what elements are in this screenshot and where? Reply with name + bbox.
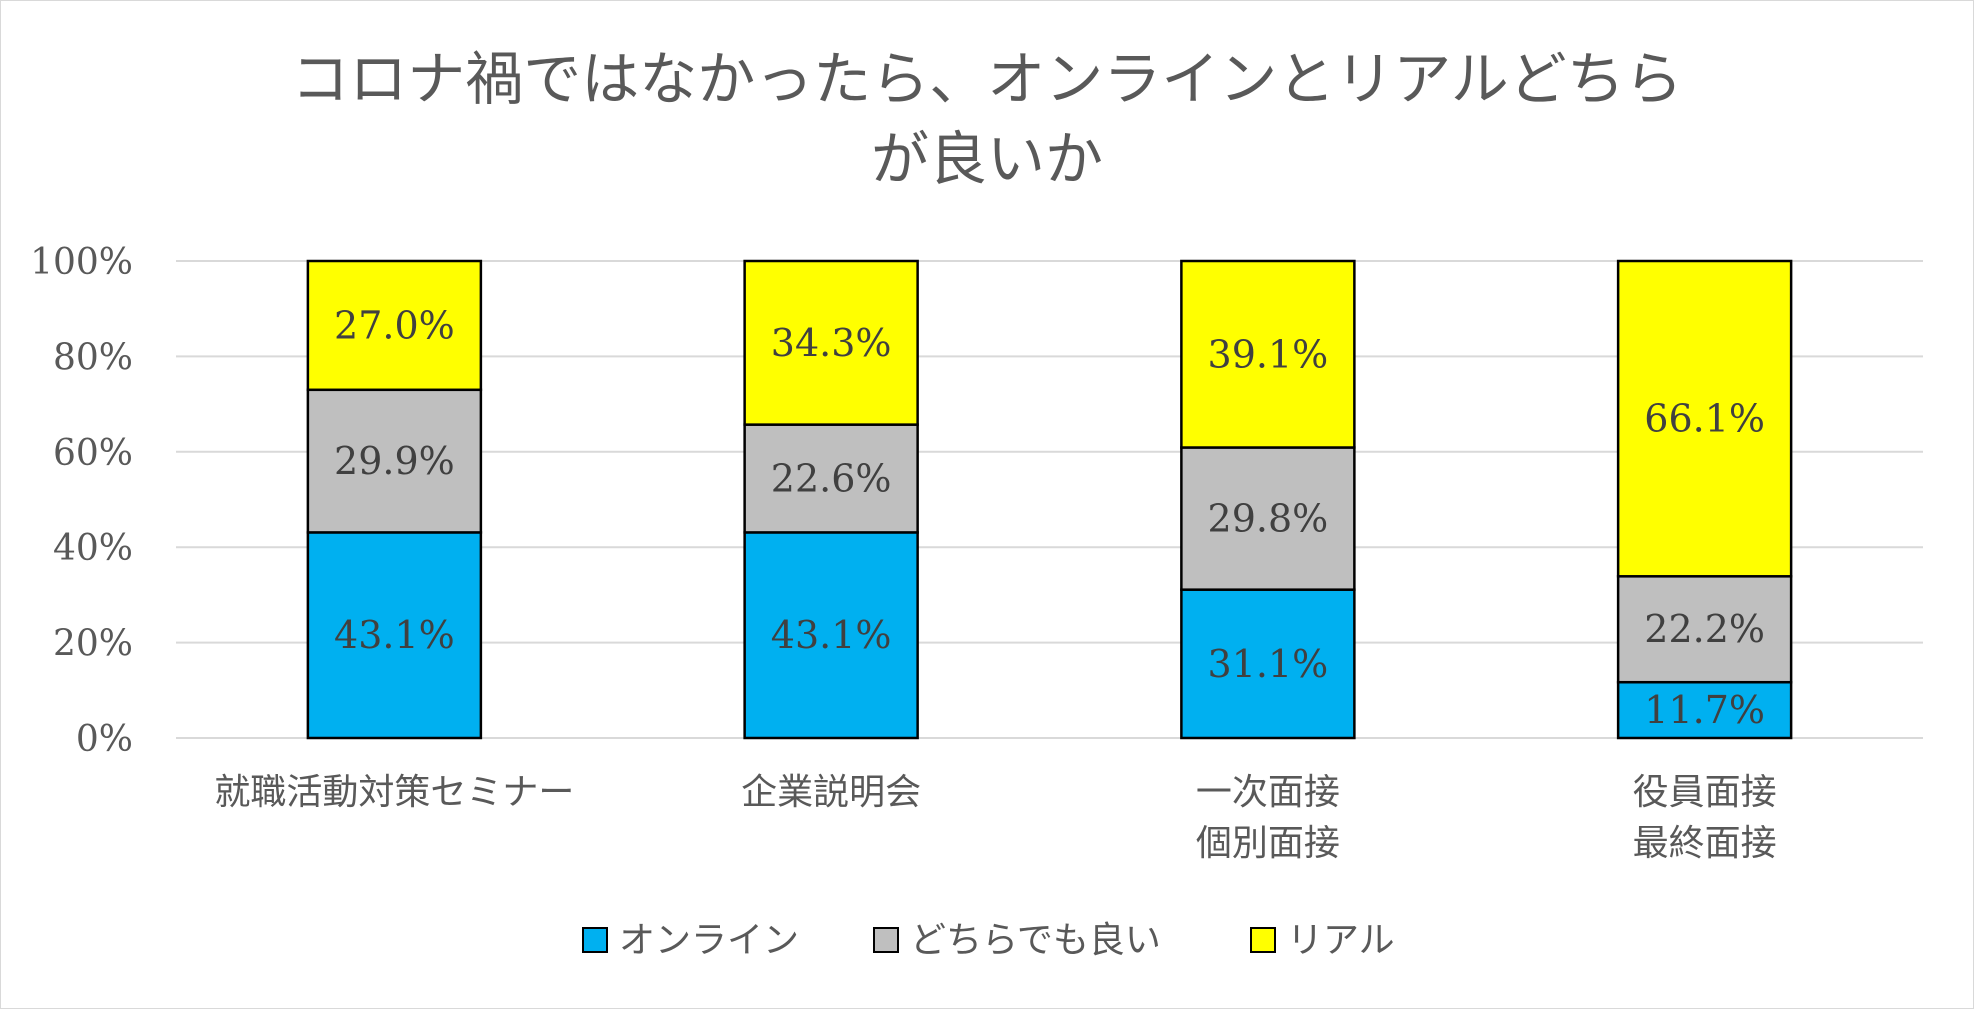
bar-segment <box>1180 446 1356 591</box>
data-label: 34.3% <box>771 321 892 365</box>
y-tick-label: 60% <box>53 433 133 474</box>
bar-segment <box>1616 259 1793 578</box>
data-label: 22.6% <box>771 457 892 501</box>
chart-title-line-2: が良いか <box>871 125 1103 193</box>
x-tick-label: 役員面接 <box>1633 772 1777 813</box>
y-tick-label: 80% <box>53 337 133 378</box>
x-tick-label: 企業説明会 <box>741 772 921 813</box>
data-label: 29.8% <box>1208 497 1329 541</box>
x-tick-label: 最終面接 <box>1633 823 1777 864</box>
data-label: 11.7% <box>1644 688 1765 732</box>
y-tick-label: 40% <box>53 528 133 569</box>
bar-segment <box>1616 680 1793 740</box>
data-label: 27.0% <box>334 303 455 347</box>
bar-segment <box>306 388 483 534</box>
data-label: 31.1% <box>1208 642 1329 686</box>
data-label: 29.9% <box>334 439 455 483</box>
bar-segment <box>306 259 483 392</box>
legend-label: リアル <box>1287 920 1395 961</box>
bar-segment <box>743 259 919 426</box>
bar-segment <box>743 423 919 534</box>
legend-swatch <box>1250 927 1276 953</box>
legend: オンライン どちらでも良い リアル <box>582 920 1395 961</box>
x-tick-label: 一次面接 <box>1196 772 1340 813</box>
bar-segment <box>1180 588 1356 740</box>
data-label: 66.1% <box>1644 397 1765 441</box>
y-tick-label: 20% <box>53 624 133 665</box>
legend-swatch <box>873 927 899 953</box>
data-label: 22.2% <box>1644 607 1765 651</box>
bar-segment <box>306 531 483 740</box>
x-tick-label: 就職活動対策セミナー <box>214 772 574 813</box>
data-label: 43.1% <box>334 613 455 657</box>
data-label: 39.1% <box>1208 332 1329 376</box>
bar-segment <box>1616 575 1793 684</box>
legend-label: オンライン <box>619 920 799 961</box>
bar-segment <box>1180 259 1356 449</box>
chart-title-line-1: コロナ禍ではなかったら、オンラインとリアルどちら <box>291 45 1682 113</box>
x-tick-label: 個別面接 <box>1196 823 1340 864</box>
legend-label: どちらでも良い <box>910 920 1161 961</box>
data-label: 43.1% <box>771 613 892 657</box>
y-axis: 0% 20% 40% 60% 80% 100% <box>30 242 133 760</box>
y-tick-label: 100% <box>30 242 133 283</box>
y-tick-label: 0% <box>76 719 133 760</box>
bars: 43.1% 29.9% 27.0% 43.1% 22.6% 34.3% 31.1% 29.8%… <box>306 259 1793 740</box>
legend-swatch <box>582 927 608 953</box>
